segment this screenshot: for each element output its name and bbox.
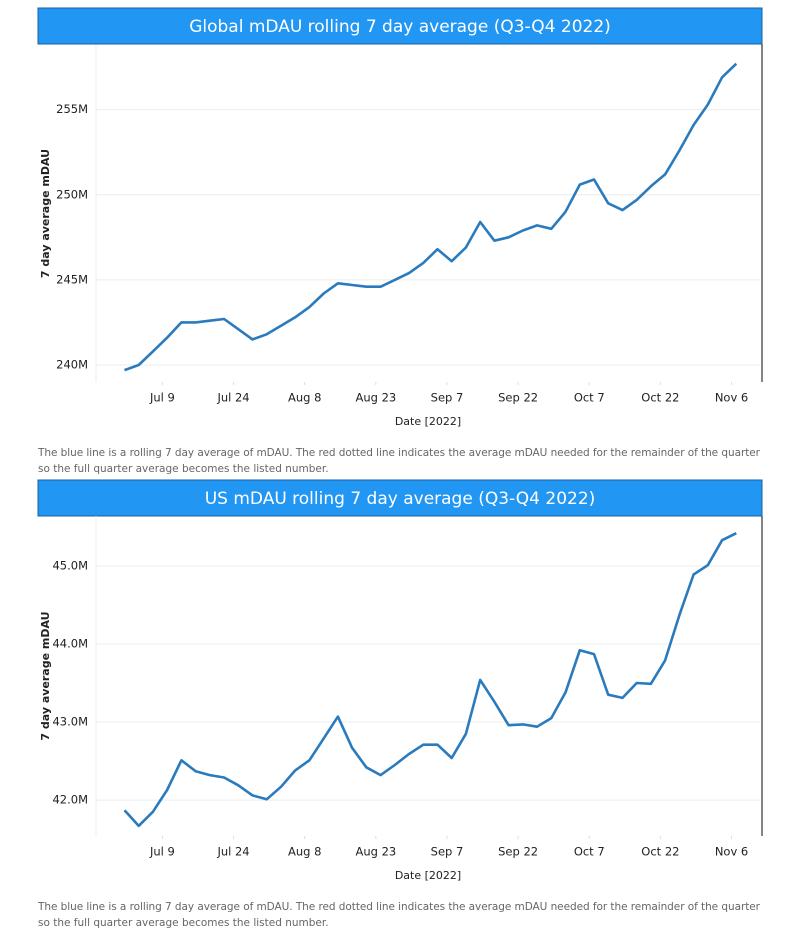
caption: The blue line is a rolling 7 day average… <box>37 901 761 913</box>
x-tick-label: Nov 6 <box>715 845 748 859</box>
x-tick-label: Aug 23 <box>355 391 396 405</box>
y-tick-label: 45.0M <box>52 558 88 572</box>
y-axis-title: 7 day average mDAU <box>39 149 52 278</box>
x-tick-label: Aug 8 <box>288 845 321 859</box>
x-tick-label: Sep 7 <box>431 391 464 405</box>
x-tick-label: Jul 9 <box>149 391 175 405</box>
title-bar <box>37 479 763 517</box>
y-tick-label: 240M <box>56 357 88 371</box>
caption: so the full quarter average becomes the … <box>38 463 329 475</box>
chart-title: Global mDAU rolling 7 day average (Q3-Q4… <box>189 17 611 37</box>
x-tick-label: Sep 22 <box>498 391 538 405</box>
y-tick-label: 42.0M <box>52 793 88 807</box>
y-tick-label: 245M <box>56 272 88 286</box>
x-axis-title: Date [2022] <box>395 415 461 428</box>
x-tick-label: Aug 23 <box>355 845 396 859</box>
x-axis-title: Date [2022] <box>395 869 461 882</box>
x-tick-label: Oct 7 <box>574 391 605 405</box>
x-tick-label: Aug 8 <box>288 391 321 405</box>
data-line <box>123 532 737 828</box>
x-tick-label: Oct 22 <box>641 391 679 405</box>
y-tick-label: 250M <box>56 187 88 201</box>
y-axis-title: 7 day average mDAU <box>39 611 52 740</box>
title-bar <box>37 7 763 45</box>
x-tick-label: Jul 24 <box>216 391 249 405</box>
caption: so the full quarter average becomes the … <box>38 917 329 929</box>
x-tick-label: Jul 24 <box>216 845 249 859</box>
x-tick-label: Jul 9 <box>149 845 175 859</box>
y-tick-label: 43.0M <box>52 715 88 729</box>
chart-title: US mDAU rolling 7 day average (Q3-Q4 202… <box>205 489 596 509</box>
x-tick-label: Sep 7 <box>431 845 464 859</box>
x-tick-label: Oct 22 <box>641 845 679 859</box>
caption: The blue line is a rolling 7 day average… <box>37 447 761 459</box>
y-tick-label: 255M <box>56 102 88 116</box>
y-tick-label: 44.0M <box>52 637 88 651</box>
data-line <box>124 62 738 372</box>
x-tick-label: Nov 6 <box>715 391 748 405</box>
x-tick-label: Sep 22 <box>498 845 538 859</box>
x-tick-label: Oct 7 <box>574 845 605 859</box>
